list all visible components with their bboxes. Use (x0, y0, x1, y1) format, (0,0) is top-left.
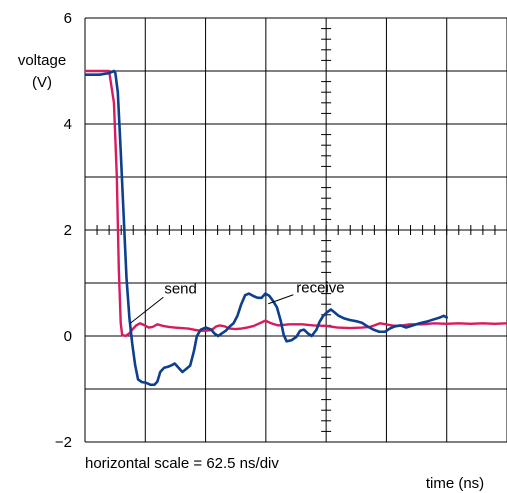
y-axis-label: voltage (18, 52, 66, 69)
y-tick-labels: −2 0 2 4 6 (55, 10, 72, 451)
annotation-leader-send (130, 296, 164, 324)
x-axis-scale-note: horizontal scale = 62.5 ns/div (85, 455, 279, 472)
annotation-layer: send receive (130, 280, 345, 324)
annotation-leader-receive (268, 294, 294, 305)
annotation-label-send: send (164, 280, 197, 297)
y-tick-label: 0 (64, 328, 72, 345)
y-tick-label: 4 (64, 116, 72, 133)
series-layer (85, 69, 507, 387)
y-axis-unit: (V) (32, 74, 52, 91)
y-tick-label: 2 (64, 222, 72, 239)
x-axis-label: time (ns) (426, 475, 484, 492)
annotation-label-receive: receive (296, 280, 344, 297)
y-tick-label: 6 (64, 10, 72, 27)
y-tick-label: −2 (55, 434, 72, 451)
chart-grid (84, 17, 507, 443)
series-line-receive (85, 69, 449, 387)
